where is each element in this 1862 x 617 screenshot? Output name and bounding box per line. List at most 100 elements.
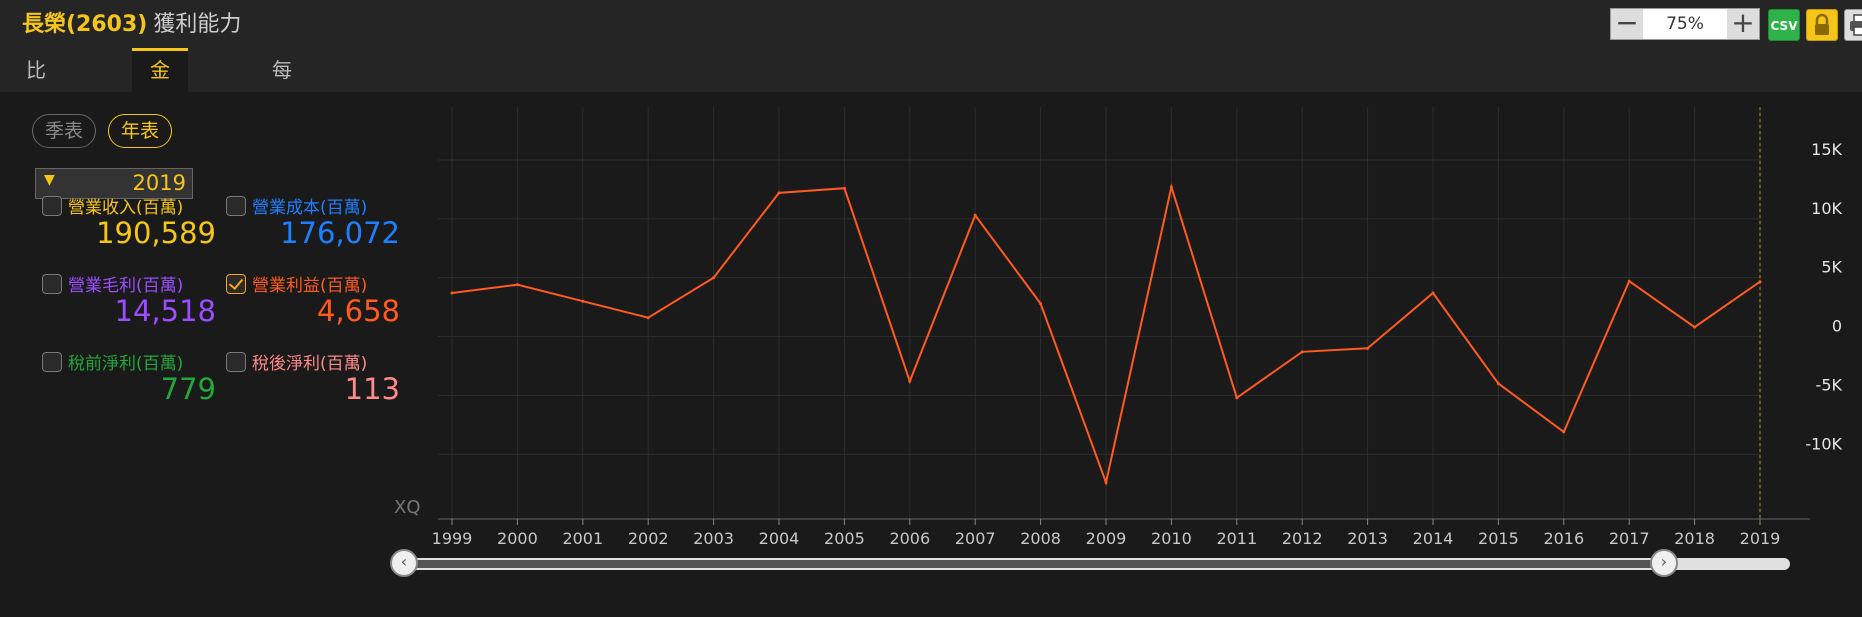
lock-icon <box>1815 13 1829 35</box>
data-point <box>842 186 846 190</box>
x-tick-label: 2011 <box>1216 529 1257 548</box>
metric-checkbox[interactable] <box>226 274 246 294</box>
data-point <box>1169 185 1173 189</box>
metric-checkbox[interactable] <box>42 196 62 216</box>
tab-eps[interactable]: 每股盈餘 <box>272 58 292 214</box>
metric-value: 779 <box>160 372 216 406</box>
metric-net-income: 稅後淨利(百萬) 113 <box>220 344 400 416</box>
metric-gross-profit: 營業毛利(百萬) 14,518 <box>36 266 216 338</box>
lock-button[interactable] <box>1806 9 1838 41</box>
zoom-out-button[interactable]: − <box>1615 6 1639 39</box>
x-tick-label: 2001 <box>562 529 603 548</box>
zoom-control: − 75% + <box>1610 8 1760 40</box>
x-tick-label: 2013 <box>1347 529 1388 548</box>
y-tick-label: -10K <box>1805 434 1842 453</box>
data-point <box>1366 346 1370 350</box>
metric-value: 190,589 <box>96 216 216 250</box>
year-select-value: 2019 <box>132 171 186 195</box>
x-tick-label: 2018 <box>1674 529 1715 548</box>
y-tick-label: 0 <box>1832 317 1842 336</box>
chart-panel: 季表 年表 ▼ 2019 營業收入(百萬) 190,589 營業成本(百萬) 1… <box>0 92 1862 617</box>
metric-checkbox[interactable] <box>226 352 246 372</box>
data-point <box>1300 350 1304 354</box>
dropdown-arrow-icon: ▼ <box>44 172 55 188</box>
tab-ratio-analysis[interactable]: 比重分析 <box>26 58 46 214</box>
metric-operating-income: 營業利益(百萬) 4,658 <box>220 266 400 338</box>
data-point <box>1235 396 1239 400</box>
data-point <box>712 276 716 280</box>
scroll-left-handle[interactable]: ‹ <box>390 549 418 577</box>
data-point <box>515 283 519 287</box>
metric-label: 稅前淨利(百萬) <box>68 354 184 374</box>
year-select[interactable]: ▼ 2019 <box>35 168 193 199</box>
scroll-right-handle[interactable]: › <box>1650 549 1678 577</box>
metric-label: 營業利益(百萬) <box>252 276 368 296</box>
metric-revenue: 營業收入(百萬) 190,589 <box>36 188 216 260</box>
y-tick-label: 15K <box>1811 140 1842 159</box>
metric-value: 113 <box>344 372 400 406</box>
tab-amount-analysis[interactable]: 金額分析 <box>132 48 188 196</box>
x-tick-label: 2000 <box>497 529 538 548</box>
x-tick-label: 2019 <box>1740 529 1781 548</box>
data-point <box>646 316 650 320</box>
metric-checkbox[interactable] <box>42 274 62 294</box>
x-tick-label: 2007 <box>955 529 996 548</box>
x-tick-label: 2017 <box>1609 529 1650 548</box>
metric-pretax-income: 稅前淨利(百萬) 779 <box>36 344 216 416</box>
metric-cost: 營業成本(百萬) 176,072 <box>220 188 400 260</box>
metric-label: 營業成本(百萬) <box>252 198 368 218</box>
x-tick-label: 2016 <box>1543 529 1584 548</box>
stock-name: 長榮(2603) <box>22 12 148 37</box>
print-button[interactable] <box>1844 9 1862 41</box>
metric-value: 4,658 <box>316 294 400 328</box>
data-point <box>581 299 585 303</box>
zoom-value: 75% <box>1643 9 1727 39</box>
x-tick-label: 2015 <box>1478 529 1519 548</box>
data-point <box>1758 280 1762 284</box>
y-tick-label: -5K <box>1816 375 1843 394</box>
x-tick-label: 2004 <box>759 529 800 548</box>
data-point <box>777 191 781 195</box>
x-tick-label: 2014 <box>1413 529 1454 548</box>
data-point <box>1693 325 1697 329</box>
printer-icon <box>1850 14 1862 36</box>
yearly-toggle[interactable]: 年表 <box>108 114 173 148</box>
metric-value: 176,072 <box>280 216 400 250</box>
data-point <box>973 213 977 217</box>
metric-value: 14,518 <box>114 294 216 328</box>
x-tick-label: 2006 <box>889 529 930 548</box>
x-tick-label: 1999 <box>432 529 473 548</box>
csv-export-button[interactable]: CSV <box>1768 9 1800 41</box>
data-point <box>450 291 454 295</box>
x-tick-label: 2010 <box>1151 529 1192 548</box>
x-tick-label: 2012 <box>1282 529 1323 548</box>
metric-label: 營業收入(百萬) <box>68 198 184 218</box>
x-tick-label: 2002 <box>628 529 669 548</box>
metric-checkbox[interactable] <box>226 196 246 216</box>
page-subtitle: 獲利能力 <box>153 12 242 37</box>
data-point <box>1104 481 1108 485</box>
quarterly-toggle[interactable]: 季表 <box>32 114 97 148</box>
metric-label: 營業毛利(百萬) <box>68 276 184 296</box>
chart-watermark: XQ <box>394 497 421 518</box>
metric-label: 稅後淨利(百萬) <box>252 354 368 374</box>
y-tick-label: 5K <box>1821 258 1842 277</box>
toolbar: − 75% + CSV <box>1610 8 1862 42</box>
data-point <box>1431 291 1435 295</box>
x-tick-label: 2005 <box>824 529 865 548</box>
x-tick-label: 2003 <box>693 529 734 548</box>
x-tick-label: 2009 <box>1086 529 1127 548</box>
page-title: 長榮(2603) 獲利能力 <box>22 6 241 38</box>
data-point <box>1496 382 1500 386</box>
data-point <box>1562 430 1566 434</box>
data-point <box>1039 302 1043 306</box>
zoom-in-button[interactable]: + <box>1731 6 1755 39</box>
metric-checkbox[interactable] <box>42 352 62 372</box>
data-point <box>1627 279 1631 283</box>
scrollbar-range[interactable] <box>402 560 1664 568</box>
y-tick-label: 10K <box>1811 199 1842 218</box>
header: 長榮(2603)獲利能力 比重分析 金額分析 每股盈餘 − 75% + CSV <box>0 0 1862 214</box>
line-chart: 15K 10K 5K 0 -5K -10K 1999 2000 2001 2002 2003 2004… <box>394 107 1843 548</box>
x-tick-label: 2008 <box>1020 529 1061 548</box>
data-point <box>908 379 912 383</box>
